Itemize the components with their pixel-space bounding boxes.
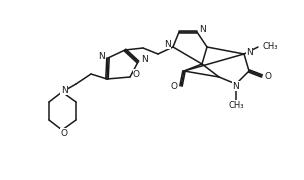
Text: CH₃: CH₃	[228, 100, 244, 109]
Text: N: N	[199, 24, 206, 33]
Text: N: N	[246, 48, 253, 57]
Text: N: N	[60, 86, 67, 94]
Text: O: O	[171, 82, 178, 91]
Text: CH₃: CH₃	[263, 42, 278, 51]
Text: N: N	[141, 55, 148, 64]
Text: N: N	[98, 51, 105, 60]
Text: N: N	[233, 82, 239, 91]
Text: O: O	[60, 129, 67, 138]
Text: O: O	[133, 69, 140, 78]
Text: O: O	[265, 71, 272, 80]
Text: N: N	[164, 39, 171, 48]
